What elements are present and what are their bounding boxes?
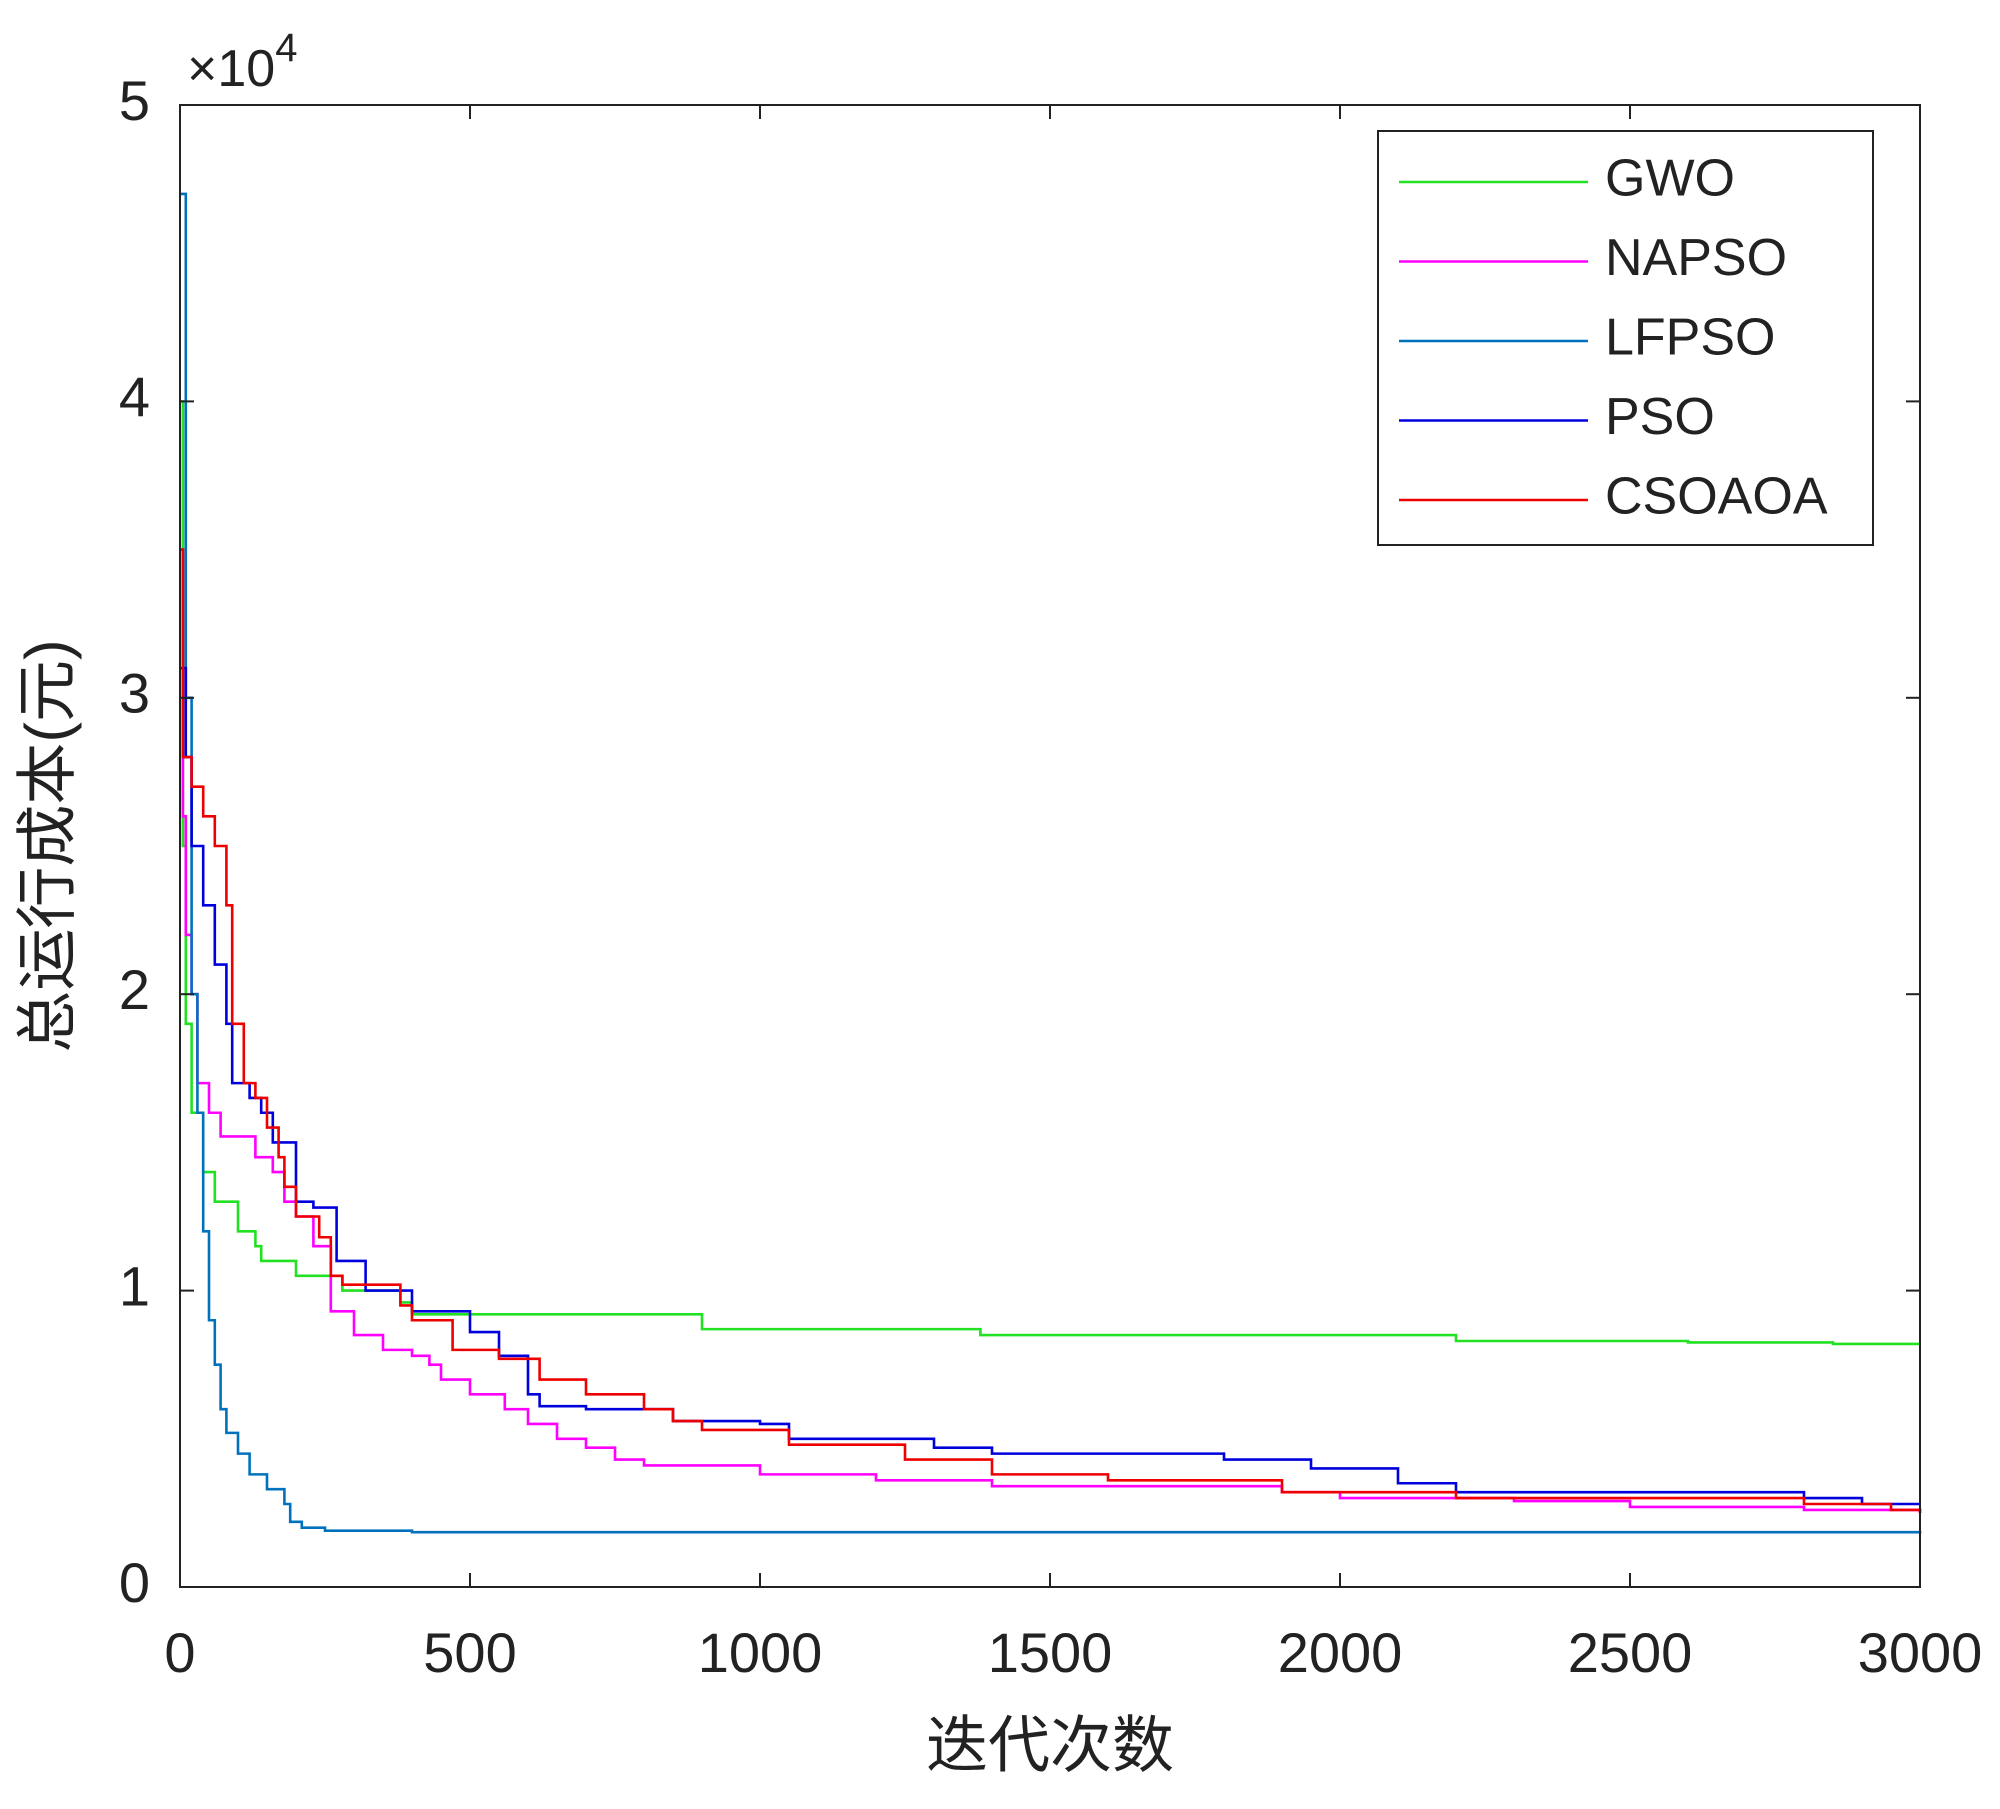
y-axis-label: 总运行成本(元) [13, 639, 82, 1052]
series-line [180, 548, 1922, 1513]
y-scale-label: ×104 [187, 26, 297, 98]
legend-label: GWO [1605, 150, 1735, 208]
legend-label: CSOAOA [1605, 468, 1828, 526]
y-tick-label: 5 [119, 69, 150, 132]
x-axis-label: 迭代次数 [926, 1711, 1174, 1780]
legend-label: PSO [1605, 388, 1715, 446]
series-line [180, 548, 1922, 1513]
x-tick-label: 1500 [988, 1621, 1113, 1684]
y-tick-label: 0 [119, 1551, 150, 1614]
series-line [180, 666, 1920, 1506]
legend-box [1377, 130, 1874, 546]
x-tick-label: 500 [423, 1621, 516, 1684]
legend-label: NAPSO [1605, 229, 1787, 287]
y-tick-label: 1 [119, 1254, 150, 1317]
x-tick-label: 3000 [1858, 1621, 1983, 1684]
y-tick-label: 3 [119, 662, 150, 725]
x-tick-label: 2000 [1278, 1621, 1403, 1684]
x-tick-label: 2500 [1568, 1621, 1693, 1684]
y-scale-exponent: 4 [275, 26, 297, 70]
y-tick-label: 4 [119, 365, 150, 428]
series-line [180, 400, 1920, 1346]
legend-label: LFPSO [1605, 309, 1776, 367]
series-line [180, 192, 1922, 1534]
y-scale-base: ×10 [187, 40, 275, 98]
x-tick-label: 1000 [698, 1621, 823, 1684]
y-tick-label: 2 [119, 958, 150, 1021]
x-tick-label: 0 [164, 1621, 195, 1684]
